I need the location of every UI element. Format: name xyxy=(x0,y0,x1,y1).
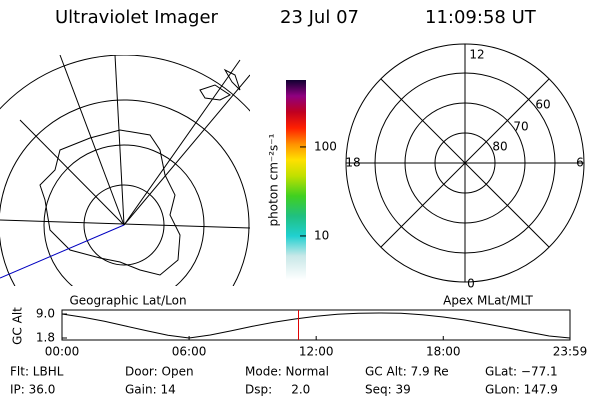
title: Ultraviolet Imager xyxy=(55,7,219,28)
status-field: GC Alt: 7.9 Re xyxy=(365,365,449,379)
x-tick-label: 23:59 xyxy=(553,345,588,359)
status-field: Seq: 39 xyxy=(365,383,411,397)
lat-label: 80 xyxy=(492,140,507,154)
status-field: IP: 36.0 xyxy=(10,383,55,397)
x-tick-label: 06:00 xyxy=(172,345,207,359)
status-field: GLat: −77.1 xyxy=(485,365,558,379)
altitude-line xyxy=(61,312,571,339)
colorbar-label: photon cm⁻²s⁻¹ xyxy=(267,133,281,226)
mlt-label: 6 xyxy=(576,156,584,170)
status-field: Dsp: 2.0 xyxy=(245,383,310,397)
y-tick-label: 1.8 xyxy=(36,331,55,345)
polar-grid xyxy=(345,43,585,283)
colorbar xyxy=(286,80,306,280)
panel-label: Geographic Lat/Lon xyxy=(69,294,186,308)
colorbar-tick-label: 100 xyxy=(314,139,337,153)
lat-label: 70 xyxy=(513,120,528,134)
x-tick-label: 18:00 xyxy=(426,345,461,359)
status-field: Flt: LBHL xyxy=(10,365,64,379)
lat-label: 60 xyxy=(535,98,550,112)
status-field: Mode: Normal xyxy=(245,365,329,379)
x-tick-label: 00:00 xyxy=(45,345,80,359)
status-field: Door: Open xyxy=(125,365,194,379)
date: 23 Jul 07 xyxy=(280,7,359,28)
geographic-map xyxy=(0,55,250,286)
x-tick-label: 12:00 xyxy=(299,345,334,359)
status-field: GLon: 147.9 xyxy=(485,383,558,397)
mlt-label: 18 xyxy=(345,156,360,170)
status-field: Gain: 14 xyxy=(125,383,176,397)
panel-label: Apex MLat/MLT xyxy=(443,294,533,308)
time: 11:09:58 UT xyxy=(425,7,537,28)
y-tick-label: 9.0 xyxy=(36,307,55,321)
colorbar-tick-label: 10 xyxy=(314,228,329,242)
mlt-label: 0 xyxy=(467,277,475,291)
y-axis-label: GC Alt xyxy=(11,307,25,345)
mlt-label: 12 xyxy=(469,48,484,62)
